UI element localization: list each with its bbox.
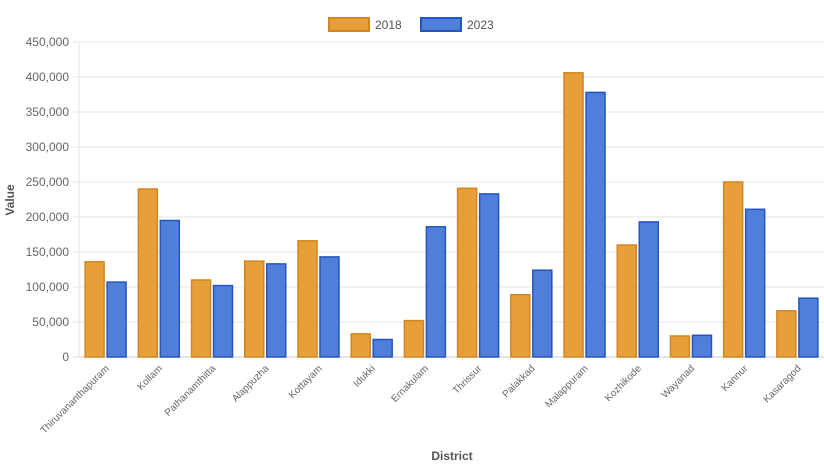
legend-label-2023: 2023 xyxy=(467,18,494,32)
bar-2023-alappuzha[interactable] xyxy=(266,263,287,358)
bar-2023-thrissur[interactable] xyxy=(478,193,500,358)
x-tick-label: Kollam xyxy=(136,363,165,392)
x-axis-label: District xyxy=(431,449,472,463)
y-axis-label: Value xyxy=(3,184,17,216)
y-tick-label: 50,000 xyxy=(32,315,69,329)
legend-swatch-2023[interactable] xyxy=(420,17,462,32)
bar-2018-thrissur[interactable] xyxy=(456,187,478,358)
bar-2018-kasaragod[interactable] xyxy=(776,310,797,358)
legend-label-2018: 2018 xyxy=(375,18,402,32)
bar-2018-wayanad[interactable] xyxy=(669,335,691,358)
x-tick-label: Palakkad xyxy=(501,363,538,400)
bar-2023-thiruvananthapuram[interactable] xyxy=(106,281,127,358)
bar-2018-pathanamthitta[interactable] xyxy=(190,279,212,358)
x-tick-label: Malappuram xyxy=(544,363,591,410)
bar-2023-wayanad[interactable] xyxy=(691,334,713,358)
y-tick-label: 350,000 xyxy=(26,105,70,119)
x-tick-label: Kozhikode xyxy=(603,363,644,404)
y-tick-label: 0 xyxy=(62,350,69,364)
bar-2023-pathanamthitta[interactable] xyxy=(212,284,234,358)
y-tick-label: 250,000 xyxy=(26,175,70,189)
legend-swatch-2018[interactable] xyxy=(328,17,370,32)
bar-2018-palakkad[interactable] xyxy=(510,293,531,358)
bar-2018-kannur[interactable] xyxy=(722,181,744,358)
bar-2018-ernakulam[interactable] xyxy=(403,319,425,358)
bar-2023-kasaragod[interactable] xyxy=(798,297,819,358)
x-tick-label: Thiruvananthapuram xyxy=(39,363,112,436)
bar-2018-malappuram[interactable] xyxy=(563,72,584,358)
bar-2023-palakkad[interactable] xyxy=(532,269,553,358)
bar-2023-kollam[interactable] xyxy=(159,219,181,358)
bar-2018-kollam[interactable] xyxy=(137,188,159,358)
bar-2023-malappuram[interactable] xyxy=(585,91,606,358)
x-tick-label: Alappuzha xyxy=(230,363,272,405)
y-tick-label: 100,000 xyxy=(26,280,70,294)
bar-2023-kottayam[interactable] xyxy=(319,256,340,358)
x-tick-label: Kannur xyxy=(720,363,751,394)
x-tick-label: Thrissur xyxy=(451,363,485,397)
bar-2023-idukki[interactable] xyxy=(372,338,393,358)
bar-2018-alappuzha[interactable] xyxy=(244,260,265,358)
x-tick-label: Kasaragod xyxy=(762,363,804,405)
bar-2018-idukki[interactable] xyxy=(350,333,371,358)
bar-2018-thiruvananthapuram[interactable] xyxy=(84,261,105,358)
bar-2023-kannur[interactable] xyxy=(744,208,766,358)
x-tick-label: Pathanamthitta xyxy=(163,363,219,419)
bar-2023-ernakulam[interactable] xyxy=(425,226,447,358)
y-tick-label: 450,000 xyxy=(26,35,70,49)
legend: 2018 2023 xyxy=(328,17,494,32)
x-tick-label: Kottayam xyxy=(287,363,325,401)
bar-2023-kozhikode[interactable] xyxy=(638,221,659,358)
bar-2018-kozhikode[interactable] xyxy=(616,244,637,358)
bar-2018-kottayam[interactable] xyxy=(297,240,318,358)
y-tick-label: 200,000 xyxy=(26,210,70,224)
x-tick-label: Idukki xyxy=(352,363,378,389)
x-tick-label: Ernakulam xyxy=(389,363,431,405)
x-tick-label: Wayanad xyxy=(660,363,697,400)
y-tick-label: 400,000 xyxy=(26,70,70,84)
y-tick-label: 150,000 xyxy=(26,245,70,259)
y-tick-label: 300,000 xyxy=(26,140,70,154)
